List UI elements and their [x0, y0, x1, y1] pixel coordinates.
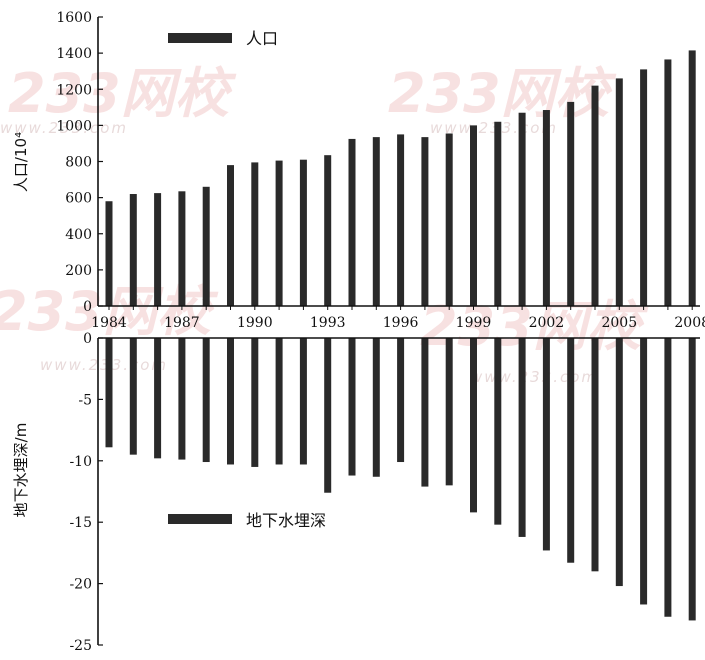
groundwater-bar — [178, 338, 186, 460]
population-bar — [518, 112, 526, 306]
watermark: 233网校 — [388, 62, 617, 125]
groundwater-bar — [299, 338, 307, 465]
groundwater-legend-label: 地下水埋深 — [246, 511, 326, 530]
groundwater-y-tick-label: -15 — [69, 515, 92, 531]
population-y-tick-label: 800 — [65, 155, 92, 171]
groundwater-bar — [494, 338, 502, 525]
population-bar — [202, 186, 210, 306]
population-bar — [397, 134, 405, 306]
groundwater-y-tick-label: -5 — [78, 392, 92, 408]
x-tick-label: 1984 — [91, 315, 127, 331]
population-bar — [324, 155, 332, 306]
x-tick-label: 1987 — [164, 315, 200, 331]
groundwater-bar — [202, 338, 210, 463]
watermark-url: www.233.com — [0, 119, 128, 137]
groundwater-bar — [251, 338, 259, 467]
population-bar — [372, 137, 380, 306]
x-tick-label: 1993 — [310, 315, 346, 331]
groundwater-bar — [372, 338, 380, 477]
groundwater-bar — [470, 338, 477, 513]
groundwater-bar — [615, 338, 623, 587]
population-bar — [542, 110, 550, 306]
watermark-url: www.233.com — [40, 356, 168, 374]
groundwater-bar — [518, 338, 526, 537]
population-bar — [445, 133, 453, 306]
population-bar — [567, 101, 575, 306]
watermark: 233网校 — [8, 62, 237, 125]
population-y-tick-label: 1600 — [56, 10, 92, 26]
population-bar — [494, 121, 502, 306]
groundwater-bar — [591, 338, 599, 572]
population-bar — [421, 137, 429, 306]
groundwater-bar — [275, 338, 283, 465]
population-bar — [615, 78, 623, 306]
groundwater-bar — [154, 338, 162, 459]
population-bar — [178, 191, 186, 306]
groundwater-bar — [397, 338, 405, 463]
population-bars — [105, 50, 696, 307]
groundwater-y-tick-label: 0 — [83, 331, 92, 347]
population-bar — [591, 85, 599, 306]
groundwater-bar — [129, 338, 137, 455]
population-y-tick-label: 0 — [83, 299, 92, 315]
population-bar — [688, 50, 696, 307]
population-bar — [129, 194, 137, 306]
groundwater-bar — [348, 338, 356, 476]
x-tick-label: 1990 — [237, 315, 273, 331]
x-tick-label: 2008 — [674, 315, 705, 331]
groundwater-y-axis-label: 地下水埋深/m — [12, 423, 30, 518]
x-tick-label: 1999 — [456, 315, 492, 331]
groundwater-bar — [542, 338, 550, 551]
axes: 0 200 400 600 800 1000 1200 1400 1600 0 -5 -10 -15 -2… — [56, 10, 705, 654]
population-bar — [470, 125, 477, 306]
groundwater-bar — [640, 338, 648, 605]
population-legend-swatch — [168, 33, 232, 43]
population-y-tick-label: 1400 — [56, 46, 92, 62]
groundwater-legend-swatch — [168, 514, 232, 524]
x-tick-label: 1996 — [383, 315, 419, 331]
population-y-tick-label: 1200 — [56, 82, 92, 98]
groundwater-y-tick-label: -10 — [69, 454, 92, 470]
watermark-url: www.233.com — [470, 368, 598, 386]
groundwater-bar — [445, 338, 453, 486]
population-y-tick-label: 1000 — [56, 118, 92, 134]
groundwater-bar — [567, 338, 575, 563]
population-bar — [227, 165, 234, 306]
population-y-tick-label: 200 — [65, 263, 92, 279]
groundwater-legend: 地下水埋深 — [168, 511, 326, 530]
population-legend: 人口 — [168, 29, 278, 48]
population-bar — [348, 138, 356, 306]
population-bar — [251, 162, 259, 306]
groundwater-bars — [105, 338, 696, 621]
groundwater-bar — [227, 338, 234, 465]
population-legend-label: 人口 — [246, 29, 278, 48]
groundwater-y-tick-label: -20 — [69, 577, 92, 593]
groundwater-y-tick-label: -25 — [69, 638, 92, 654]
population-bar — [299, 159, 307, 306]
population-bar — [154, 193, 162, 306]
population-y-tick-label: 400 — [65, 227, 92, 243]
population-y-axis-label: 人口/10⁴ — [12, 132, 30, 192]
population-bar — [105, 201, 113, 306]
groundwater-bar — [664, 338, 672, 617]
population-bar — [275, 160, 283, 306]
population-bar — [664, 59, 672, 307]
groundwater-bar — [421, 338, 429, 487]
x-tick-label: 2005 — [601, 315, 637, 331]
population-bar — [640, 69, 648, 306]
groundwater-bar — [324, 338, 332, 493]
x-tick-label: 2002 — [529, 315, 565, 331]
population-y-tick-label: 600 — [65, 191, 92, 207]
groundwater-bar — [688, 338, 696, 621]
groundwater-bar — [105, 338, 113, 448]
